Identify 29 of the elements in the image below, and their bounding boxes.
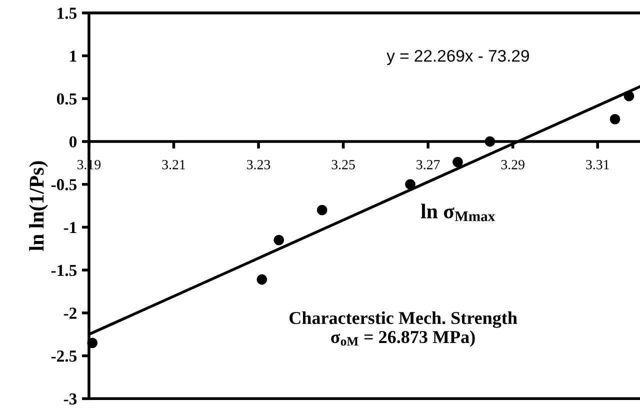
- x-axis-title: ln σ$_{Mmax}$: [420, 204, 496, 222]
- x-tick-label: 3.27: [416, 160, 440, 170]
- point: [274, 234, 284, 246]
- point: [484, 136, 496, 147]
- y-tick-label: 1: [70, 50, 76, 62]
- y-tick-label: -1: [64, 222, 76, 233]
- point: [87, 338, 98, 348]
- x-tick-label: 3.25: [332, 160, 355, 170]
- y-tick-label: -0.5: [51, 179, 77, 190]
- point: [256, 274, 268, 285]
- y-tick-label: -1.5: [51, 264, 77, 276]
- x-tick-label: 3.23: [247, 160, 270, 170]
- point: [624, 90, 634, 102]
- y-axis-title: ln ln(1/Ps): [29, 161, 48, 251]
- point: [610, 114, 620, 124]
- y-tick-label: 1.5: [58, 8, 77, 19]
- annotation: y = 22.269x - 73.29: [386, 50, 529, 66]
- y-tick-label: 0: [69, 136, 77, 148]
- y-tick-label: -3: [64, 393, 77, 405]
- point: [452, 156, 463, 168]
- point: [316, 204, 328, 216]
- y-tick-label: 0.5: [56, 93, 77, 105]
- x-tick-label: 3.21: [162, 160, 186, 170]
- x-tick-label: 3.31: [586, 160, 609, 170]
- y-tick-label: -2.5: [51, 350, 77, 362]
- x-tick-label: 3.29: [501, 160, 524, 170]
- annotation: Characterstic Mech. Strength σ$_{oM}$ = 26.873 MPa): [290, 311, 518, 347]
- y-tick-label: -2: [64, 308, 76, 319]
- point: [405, 179, 416, 190]
